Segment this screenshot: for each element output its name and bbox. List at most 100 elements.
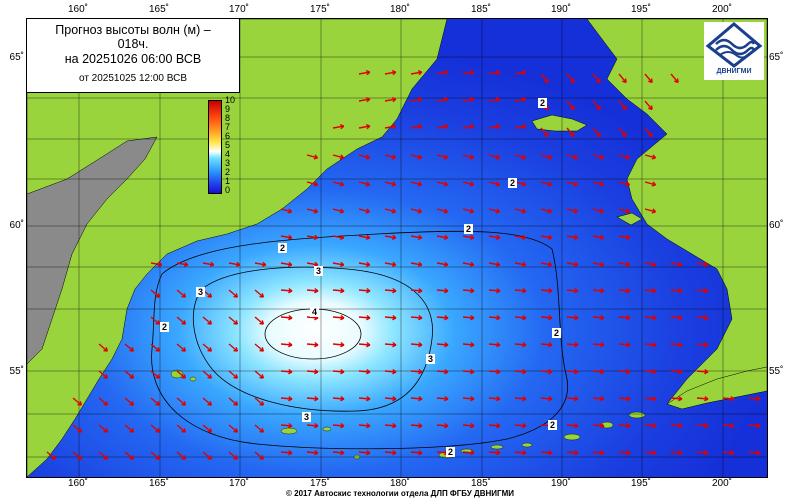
colorbar-tick: 7 bbox=[225, 122, 231, 132]
wave-direction-arrowhead bbox=[418, 449, 423, 454]
wave-direction-arrowhead bbox=[288, 287, 293, 292]
wave-direction-arrow bbox=[228, 397, 238, 406]
wave-direction-arrow bbox=[618, 154, 630, 159]
wave-direction-arrow bbox=[436, 154, 448, 159]
wave-direction-arrow bbox=[488, 424, 501, 427]
land-st-lawrence bbox=[531, 114, 588, 132]
wave-direction-arrow bbox=[150, 343, 160, 352]
wave-direction-arrow bbox=[72, 397, 82, 406]
wave-direction-arrowhead bbox=[598, 132, 601, 137]
title-line1: Прогноз высоты волн (м) – bbox=[55, 23, 211, 37]
wave-direction-arrowhead bbox=[678, 341, 683, 346]
wave-direction-arrowhead bbox=[600, 208, 605, 213]
wave-direction-arrowhead bbox=[650, 78, 653, 83]
wave-direction-arrow bbox=[280, 262, 292, 266]
wave-direction-arrow bbox=[358, 208, 370, 213]
wave-direction-arrow bbox=[566, 73, 575, 83]
wave-direction-arrowhead bbox=[392, 181, 397, 186]
wave-direction-arrowhead bbox=[79, 455, 83, 460]
contour-label: 3 bbox=[314, 266, 324, 276]
wave-direction-arrowhead bbox=[417, 96, 423, 100]
wave-direction-arrow bbox=[384, 262, 396, 266]
wave-direction-arrowhead bbox=[444, 208, 449, 213]
wave-direction-arrow bbox=[176, 343, 186, 352]
wave-direction-arrowhead bbox=[366, 287, 371, 292]
wave-direction-arrow bbox=[618, 235, 630, 239]
wave-direction-arrowhead bbox=[131, 374, 135, 379]
wave-direction-arrowhead bbox=[470, 181, 475, 186]
wave-direction-arrowhead bbox=[652, 341, 657, 346]
wave-direction-arrowhead bbox=[495, 123, 501, 127]
wave-direction-arrow bbox=[358, 262, 370, 266]
wave-direction-arrow bbox=[410, 451, 423, 454]
logo-text: ДВНИГМИ bbox=[716, 68, 752, 75]
wave-direction-arrow bbox=[358, 235, 370, 239]
wave-direction-arrow bbox=[566, 451, 579, 454]
wave-direction-arrow bbox=[410, 289, 423, 292]
wave-direction-arrow bbox=[462, 370, 475, 373]
wave-direction-arrowhead bbox=[209, 374, 213, 379]
dvnigmi-logo: ДВНИГМИ bbox=[704, 22, 764, 80]
wave-direction-arrow bbox=[540, 127, 549, 137]
wave-direction-arrowhead bbox=[418, 261, 423, 266]
wave-direction-arrow bbox=[514, 370, 527, 373]
wave-direction-arrowhead bbox=[444, 154, 449, 159]
wave-direction-arrow bbox=[540, 181, 552, 186]
wave-direction-arrow bbox=[176, 397, 186, 406]
wave-direction-arrow bbox=[254, 316, 264, 325]
wave-direction-arrowhead bbox=[288, 449, 293, 454]
wave-direction-arrow bbox=[150, 289, 160, 298]
wave-direction-arrow bbox=[540, 262, 552, 266]
wave-direction-arrow bbox=[722, 451, 735, 454]
wave-direction-arrow bbox=[462, 397, 475, 400]
wave-direction-arrowhead bbox=[626, 395, 631, 400]
wave-direction-arrowhead bbox=[600, 422, 605, 427]
wave-direction-arrowhead bbox=[626, 341, 631, 346]
wave-direction-arrow bbox=[46, 451, 56, 460]
wave-direction-arrowhead bbox=[418, 234, 423, 239]
wave-direction-arrowhead bbox=[574, 261, 579, 266]
wave-direction-arrowhead bbox=[678, 395, 683, 400]
wave-direction-arrow bbox=[410, 71, 422, 75]
wave-direction-arrowhead bbox=[392, 208, 397, 213]
wave-direction-arrowhead bbox=[572, 78, 575, 83]
colorbar-tick: 2 bbox=[225, 167, 231, 177]
wave-direction-arrow bbox=[462, 316, 475, 319]
wave-direction-arrow bbox=[592, 343, 605, 346]
wave-direction-arrow bbox=[228, 451, 238, 460]
wave-direction-arrow bbox=[306, 208, 318, 213]
wave-direction-arrowhead bbox=[261, 374, 265, 379]
wave-direction-arrow bbox=[384, 370, 397, 373]
wave-direction-arrow bbox=[98, 370, 108, 379]
wave-direction-arrowhead bbox=[366, 395, 371, 400]
wave-direction-arrowhead bbox=[444, 287, 449, 292]
wave-direction-arrow bbox=[150, 424, 160, 433]
wave-direction-arrow bbox=[488, 343, 501, 346]
wave-direction-arrow bbox=[644, 154, 656, 159]
wave-direction-arrowhead bbox=[314, 422, 319, 427]
wave-direction-arrow bbox=[280, 343, 293, 346]
wave-direction-arrowhead bbox=[418, 181, 423, 186]
wave-direction-arrowhead bbox=[366, 181, 371, 186]
wave-direction-arrow bbox=[280, 289, 293, 292]
wave-direction-arrow bbox=[384, 208, 396, 213]
wave-direction-arrowhead bbox=[340, 234, 345, 239]
wave-direction-arrow bbox=[254, 451, 264, 460]
lon-label-180: 180˚ bbox=[389, 4, 410, 15]
wave-direction-arrow bbox=[514, 98, 526, 102]
wave-direction-arrow bbox=[254, 289, 264, 298]
wave-direction-arrow bbox=[124, 343, 134, 352]
wave-direction-arrowhead bbox=[183, 455, 187, 460]
wave-direction-arrow bbox=[462, 181, 474, 186]
wave-direction-arrow bbox=[98, 424, 108, 433]
wave-direction-arrowhead bbox=[53, 455, 57, 460]
wave-direction-arrowhead bbox=[600, 181, 605, 186]
wave-direction-arrowhead bbox=[209, 293, 213, 298]
wave-direction-arrow bbox=[410, 154, 422, 159]
wave-direction-arrowhead bbox=[288, 208, 293, 213]
wave-direction-arrowhead bbox=[391, 123, 397, 127]
wave-direction-arrowhead bbox=[676, 78, 679, 83]
contour-label: 2 bbox=[446, 447, 456, 457]
wave-direction-arrow bbox=[670, 289, 683, 292]
wave-direction-arrow bbox=[228, 370, 238, 379]
